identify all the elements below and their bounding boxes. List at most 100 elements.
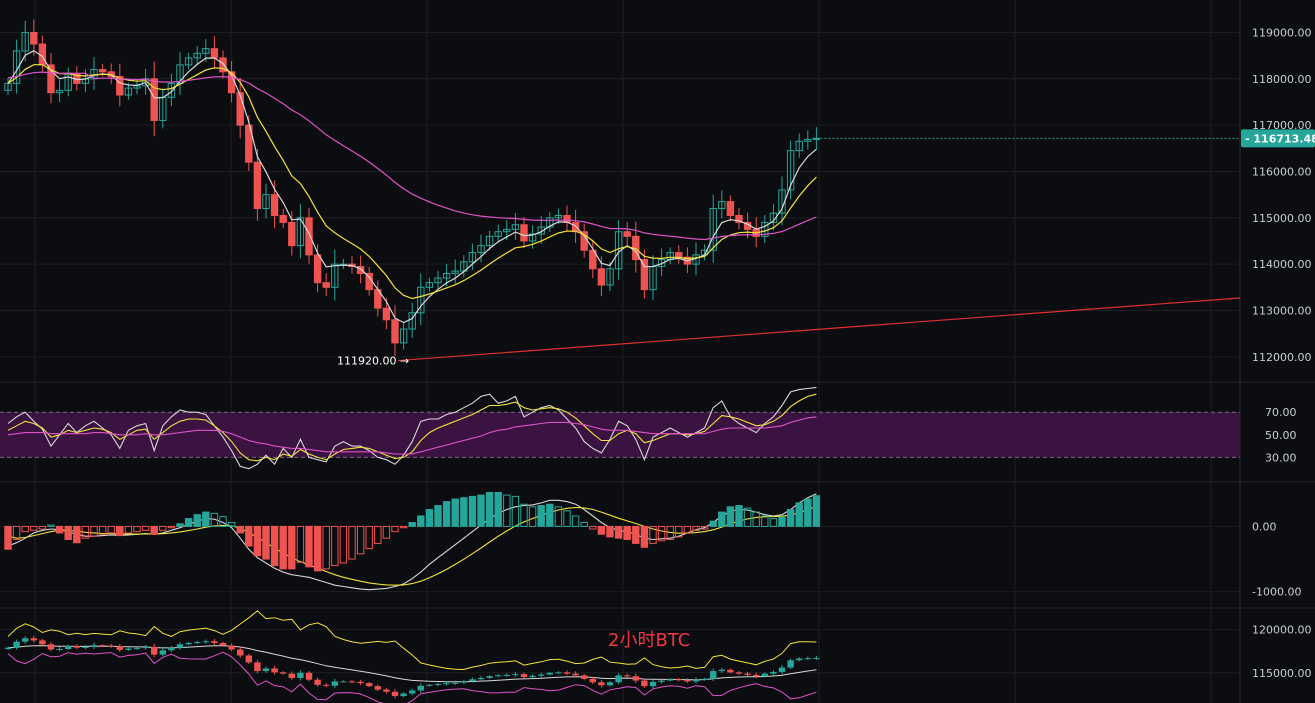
lower-candle-body [718, 669, 725, 672]
lower-candle-body [503, 674, 510, 676]
ma-mid-line [7, 64, 817, 300]
macd-bar [279, 525, 287, 570]
macd-bar [55, 525, 64, 534]
candle-body [382, 307, 391, 321]
candle-body [4, 82, 12, 91]
macd-bar [64, 525, 72, 540]
price-candles [4, 19, 821, 357]
lower-candle-body [383, 689, 390, 692]
ma-fast-line [7, 50, 817, 324]
y-axis-ticks: 112000.00 113000.00 114000.00 115000.00 1160… [1252, 26, 1312, 679]
lower-candle-body [555, 672, 562, 674]
lower-candle-body [598, 682, 605, 686]
macd-bar [159, 525, 167, 531]
candle-body [365, 272, 373, 291]
lower-candle-body [211, 641, 218, 643]
rsi-band-fill [0, 412, 1240, 458]
macd-line-1 [7, 505, 817, 586]
candle-body [468, 252, 477, 263]
y-tick-label: 119000.00 [1252, 26, 1312, 39]
lower-candle-body [254, 662, 261, 672]
macd-bar [12, 525, 21, 540]
lower-candle-body [452, 682, 459, 684]
lower-candle-body [142, 646, 149, 649]
candle-body [494, 231, 502, 237]
candle-body [21, 31, 29, 52]
lower-candle-body [39, 640, 46, 645]
macd-bar [597, 525, 606, 535]
macd-bar [485, 491, 494, 527]
macd-bar [322, 525, 330, 570]
macd-bar [313, 525, 322, 572]
lower-candle-body [331, 681, 338, 686]
candle-body [305, 217, 313, 256]
lower-candle-body [624, 675, 631, 677]
trendline [397, 297, 1241, 362]
macd-bar [219, 516, 227, 527]
macd-bar [391, 525, 399, 533]
macd-bar [262, 525, 270, 560]
macd-bar [253, 525, 262, 557]
macd-bar [468, 495, 477, 527]
lower-candle-body [658, 680, 665, 682]
macd-bar [227, 522, 236, 527]
macd-bar [718, 511, 726, 527]
macd-bar [38, 525, 47, 530]
candle-body [571, 221, 580, 233]
macd-bar [640, 525, 649, 548]
macd-bar [133, 525, 141, 533]
macd-bar [649, 525, 657, 544]
macd-bar [296, 525, 305, 563]
lower-candle-body [546, 672, 553, 675]
candle-body [193, 52, 201, 59]
lower-candle-body [228, 645, 235, 650]
macd-bar [382, 525, 391, 539]
lower-candle-body [426, 684, 433, 686]
macd-line-0 [7, 493, 817, 591]
lower-candle-body [56, 649, 63, 651]
candle-body [554, 214, 563, 219]
lower-candle-body [684, 680, 691, 682]
macd-bar [81, 525, 90, 539]
candle-body [520, 224, 528, 242]
lower-candle-body [649, 681, 657, 687]
candle-body [356, 265, 365, 274]
macd-bar [528, 506, 537, 527]
macd-bar [554, 506, 563, 527]
lower-candle-body [90, 645, 98, 647]
lower-candle-body [99, 645, 106, 647]
lower-candle-body [151, 646, 158, 655]
macd-bar [47, 524, 55, 527]
candle-body [391, 319, 399, 344]
macd-bar [305, 525, 313, 568]
macd-bar [709, 520, 717, 527]
lower-candle-body [4, 647, 12, 650]
lower-candle-body [391, 691, 399, 697]
candle-body [769, 212, 778, 223]
candle-body [726, 201, 735, 216]
macd-bar [116, 525, 124, 537]
chart-caption: 2小时BTC [608, 630, 690, 651]
macd-bar [477, 494, 485, 527]
macd-bar [331, 525, 339, 567]
annotations: 111920.00 → - 116713.48 [337, 129, 1315, 368]
macd-bar [769, 518, 778, 527]
candle-body [55, 89, 64, 94]
lower-mid-line [7, 645, 817, 683]
lower-price-candles [4, 635, 820, 699]
candle-body [245, 124, 253, 163]
candle-body [675, 252, 683, 258]
candle-body [786, 150, 795, 191]
macd-bar [632, 525, 640, 544]
y-tick-label: 116000.00 [1252, 165, 1312, 178]
y-tick-label: 113000.00 [1252, 304, 1312, 317]
lower-candle-body [632, 676, 639, 681]
rsi-tick-label: 50.00 [1265, 429, 1297, 442]
lower-candle-body [417, 685, 424, 691]
macd-bar [804, 498, 812, 527]
lower-candle-body [314, 679, 321, 685]
lower-candle-body [323, 684, 330, 686]
macd-bar [356, 525, 365, 555]
macd-histogram [4, 491, 821, 572]
